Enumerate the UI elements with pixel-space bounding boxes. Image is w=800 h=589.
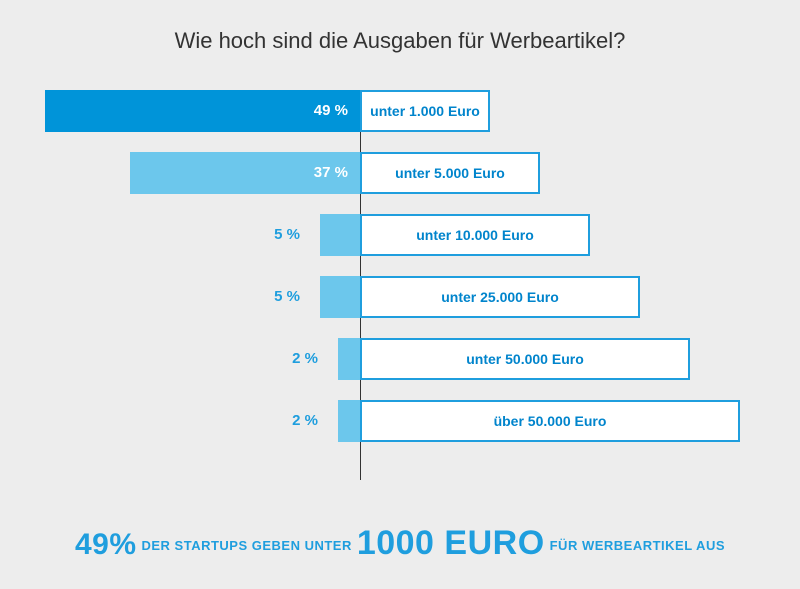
pct-label: 37 % xyxy=(130,152,360,194)
chart-title: Wie hoch sind die Ausgaben für Werbearti… xyxy=(0,0,800,54)
chart-row: 37 %unter 5.000 Euro xyxy=(0,152,800,194)
pct-label: 2 % xyxy=(0,400,330,442)
chart-row: 2 % über 50.000 Euro xyxy=(0,400,800,442)
bar xyxy=(320,276,360,318)
chart-area: 49 %unter 1.000 Euro37 %unter 5.000 Euro… xyxy=(0,90,800,480)
category-box: unter 10.000 Euro xyxy=(360,214,590,256)
category-box: unter 5.000 Euro xyxy=(360,152,540,194)
bar xyxy=(320,214,360,256)
pct-label: 5 % xyxy=(0,276,312,318)
chart-row: 5 % unter 10.000 Euro xyxy=(0,214,800,256)
category-box: unter 50.000 Euro xyxy=(360,338,690,380)
pct-label: 2 % xyxy=(0,338,330,380)
footer-summary: 49% DER STARTUPS GEBEN UNTER 1000 EURO F… xyxy=(0,524,800,563)
footer-amount: 1000 EURO xyxy=(357,524,545,562)
pct-label: 49 % xyxy=(45,90,360,132)
category-box: unter 1.000 Euro xyxy=(360,90,490,132)
bar xyxy=(338,400,360,442)
footer-pct: 49% xyxy=(75,528,137,561)
chart-row: 49 %unter 1.000 Euro xyxy=(0,90,800,132)
bar xyxy=(338,338,360,380)
chart-row: 2 % unter 50.000 Euro xyxy=(0,338,800,380)
chart-row: 5 % unter 25.000 Euro xyxy=(0,276,800,318)
pct-label: 5 % xyxy=(0,214,312,256)
footer-text1: DER STARTUPS GEBEN UNTER xyxy=(141,538,351,553)
category-box: unter 25.000 Euro xyxy=(360,276,640,318)
footer-text2: FÜR WERBEARTIKEL AUS xyxy=(550,538,725,553)
category-box: über 50.000 Euro xyxy=(360,400,740,442)
